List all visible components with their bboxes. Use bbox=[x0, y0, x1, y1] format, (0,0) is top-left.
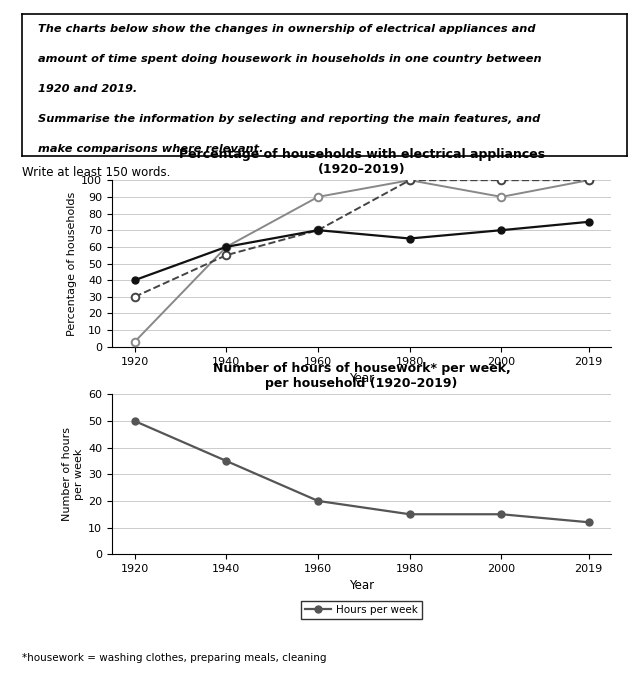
Text: Write at least 150 words.: Write at least 150 words. bbox=[22, 166, 171, 179]
Text: The charts below show the changes in ownership of electrical appliances and: The charts below show the changes in own… bbox=[38, 24, 535, 33]
Y-axis label: Number of hours
per week: Number of hours per week bbox=[62, 427, 84, 522]
Legend: Washing machine, Refrigerator, Vacuum cleaner: Washing machine, Refrigerator, Vacuum cl… bbox=[180, 400, 543, 418]
Text: *housework = washing clothes, preparing meals, cleaning: *housework = washing clothes, preparing … bbox=[22, 653, 327, 663]
Text: Summarise the information by selecting and reporting the main features, and: Summarise the information by selecting a… bbox=[38, 114, 540, 124]
Text: 1920 and 2019.: 1920 and 2019. bbox=[38, 84, 137, 94]
Title: Percentage of households with electrical appliances
(1920–2019): Percentage of households with electrical… bbox=[179, 148, 545, 176]
Text: amount of time spent doing housework in households in one country between: amount of time spent doing housework in … bbox=[38, 54, 541, 64]
Legend: Hours per week: Hours per week bbox=[301, 601, 422, 619]
Y-axis label: Percentage of households: Percentage of households bbox=[67, 191, 77, 336]
X-axis label: Year: Year bbox=[349, 372, 374, 385]
Title: Number of hours of housework* per week,
per household (1920–2019): Number of hours of housework* per week, … bbox=[212, 362, 511, 390]
X-axis label: Year: Year bbox=[349, 579, 374, 592]
Text: make comparisons where relevant.: make comparisons where relevant. bbox=[38, 143, 263, 154]
